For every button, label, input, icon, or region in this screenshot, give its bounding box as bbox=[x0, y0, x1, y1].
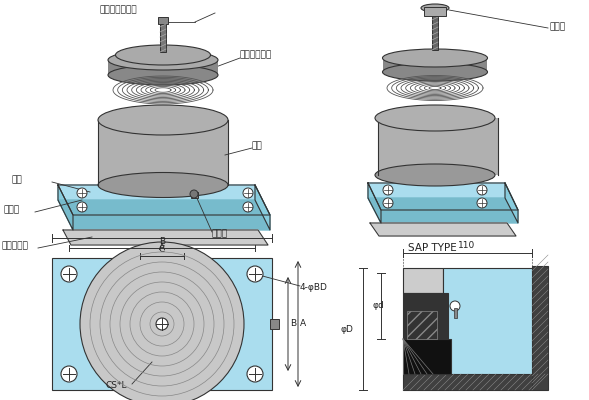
Text: 固定孔: 固定孔 bbox=[3, 206, 19, 214]
Bar bbox=[407, 311, 437, 339]
Bar bbox=[158, 17, 168, 24]
Text: φd: φd bbox=[372, 302, 384, 310]
Circle shape bbox=[190, 190, 198, 198]
Polygon shape bbox=[58, 185, 73, 230]
Text: B: B bbox=[290, 320, 296, 328]
Polygon shape bbox=[108, 60, 218, 75]
Circle shape bbox=[247, 266, 263, 282]
Text: 本體: 本體 bbox=[252, 142, 263, 150]
Bar bbox=[532, 266, 548, 390]
Text: 氣門嘴: 氣門嘴 bbox=[212, 230, 228, 238]
Polygon shape bbox=[383, 58, 487, 72]
Ellipse shape bbox=[98, 105, 228, 135]
Polygon shape bbox=[63, 230, 268, 245]
Text: A: A bbox=[300, 320, 306, 328]
Bar bbox=[432, 5, 438, 50]
Ellipse shape bbox=[108, 65, 218, 85]
Circle shape bbox=[80, 242, 244, 400]
Text: 防油帽: 防油帽 bbox=[549, 22, 565, 32]
Polygon shape bbox=[98, 120, 228, 185]
Circle shape bbox=[383, 198, 393, 208]
Text: A: A bbox=[159, 242, 165, 252]
Circle shape bbox=[61, 366, 77, 382]
Circle shape bbox=[156, 318, 168, 330]
Polygon shape bbox=[368, 198, 518, 223]
Ellipse shape bbox=[382, 63, 488, 81]
Polygon shape bbox=[58, 200, 270, 230]
Circle shape bbox=[450, 301, 460, 311]
Circle shape bbox=[243, 202, 253, 212]
Polygon shape bbox=[505, 183, 518, 223]
Ellipse shape bbox=[382, 49, 488, 67]
Circle shape bbox=[383, 185, 393, 195]
Circle shape bbox=[243, 188, 253, 198]
Text: 橡膠防滑墊: 橡膠防滑墊 bbox=[1, 242, 28, 250]
Bar bbox=[403, 374, 532, 390]
Circle shape bbox=[477, 198, 487, 208]
Bar bbox=[403, 339, 451, 374]
Ellipse shape bbox=[421, 4, 449, 12]
Text: C: C bbox=[159, 244, 165, 254]
Bar bbox=[191, 192, 198, 198]
Ellipse shape bbox=[375, 105, 495, 131]
Text: 耐壓封口橡膠: 耐壓封口橡膠 bbox=[240, 50, 272, 60]
Bar bbox=[403, 293, 448, 339]
Polygon shape bbox=[370, 223, 516, 236]
Polygon shape bbox=[368, 183, 518, 210]
Text: φD: φD bbox=[340, 324, 353, 334]
Polygon shape bbox=[58, 185, 270, 215]
Ellipse shape bbox=[115, 45, 210, 65]
Polygon shape bbox=[52, 258, 272, 390]
Text: SAP TYPE: SAP TYPE bbox=[408, 243, 456, 253]
Text: CS*L: CS*L bbox=[106, 382, 127, 390]
Polygon shape bbox=[255, 185, 270, 230]
Circle shape bbox=[77, 188, 87, 198]
Bar bbox=[403, 268, 443, 293]
Bar bbox=[424, 7, 446, 16]
Circle shape bbox=[61, 266, 77, 282]
Bar bbox=[443, 268, 532, 374]
Polygon shape bbox=[378, 118, 498, 175]
Circle shape bbox=[77, 202, 87, 212]
Ellipse shape bbox=[108, 50, 218, 70]
Text: 固定螺栓及螺帽: 固定螺栓及螺帽 bbox=[100, 6, 138, 14]
Text: 110: 110 bbox=[458, 240, 476, 250]
Text: B: B bbox=[159, 236, 165, 246]
Polygon shape bbox=[368, 183, 381, 223]
Ellipse shape bbox=[98, 172, 228, 198]
Circle shape bbox=[247, 366, 263, 382]
Text: 4-φBD: 4-φBD bbox=[300, 284, 328, 292]
Ellipse shape bbox=[375, 164, 495, 186]
Bar bbox=[160, 22, 166, 52]
Bar bbox=[270, 319, 279, 329]
Bar bbox=[454, 308, 457, 318]
Text: 底板: 底板 bbox=[12, 176, 23, 184]
Circle shape bbox=[477, 185, 487, 195]
